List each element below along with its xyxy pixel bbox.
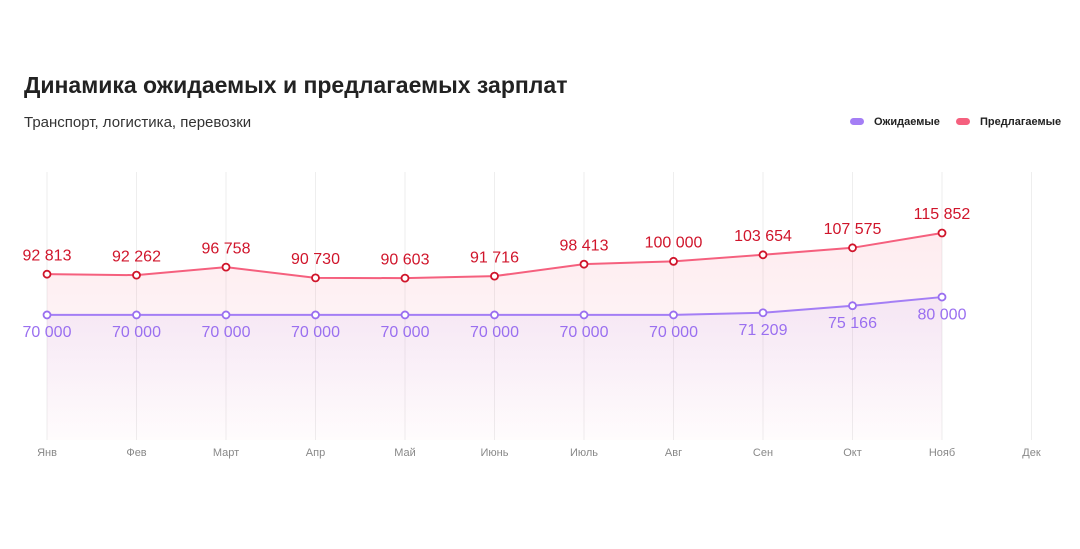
value-label: 70 000	[560, 324, 609, 341]
value-label: 107 575	[824, 221, 882, 238]
x-tick-label: Май	[394, 447, 416, 459]
point	[848, 243, 857, 253]
value-label: 71 209	[739, 322, 788, 339]
value-label: 80 000	[918, 306, 967, 323]
value-label: 70 000	[470, 324, 519, 341]
point	[400, 310, 410, 320]
value-label: 70 000	[291, 324, 340, 341]
point	[400, 273, 410, 283]
x-tick-label: Сен	[753, 447, 773, 459]
value-label: 75 166	[828, 315, 877, 332]
chart-subtitle: Транспорт, логистика, перевозки	[24, 114, 251, 131]
point	[490, 310, 499, 320]
value-label: 91 716	[470, 249, 519, 266]
x-tick-label: Июнь	[481, 447, 509, 459]
point	[42, 269, 52, 279]
point	[311, 310, 320, 320]
value-label: 98 413	[560, 237, 609, 254]
value-label: 92 262	[112, 248, 161, 265]
chart-title: Динамика ожидаемых и предлагаемых зарпла…	[24, 72, 567, 98]
point	[758, 308, 768, 318]
legend-swatch	[956, 118, 970, 125]
point	[579, 310, 589, 320]
value-label: 100 000	[645, 235, 703, 252]
point	[579, 259, 589, 269]
x-tick-label: Авг	[665, 447, 682, 459]
x-tick-label: Июль	[570, 447, 598, 459]
value-label: 70 000	[202, 324, 251, 341]
value-label: 90 603	[381, 251, 430, 268]
value-label: 70 000	[112, 324, 161, 341]
point	[132, 310, 141, 320]
point	[669, 256, 678, 266]
value-label: 70 000	[23, 324, 72, 341]
point	[669, 310, 678, 320]
value-label: 92 813	[23, 247, 72, 264]
point	[311, 273, 320, 283]
x-tick-label: Март	[213, 447, 239, 459]
value-label: 103 654	[734, 228, 792, 245]
x-tick-label: Апр	[306, 447, 325, 459]
legend-label: Предлагаемые	[980, 116, 1061, 128]
x-tick-label: Нояб	[929, 447, 955, 459]
x-tick-label: Дек	[1022, 447, 1041, 459]
value-label: 90 730	[291, 251, 340, 268]
area	[47, 297, 942, 440]
point	[937, 292, 947, 302]
value-label: 115 852	[914, 206, 971, 223]
point	[937, 228, 947, 238]
point	[42, 310, 52, 320]
value-label: 70 000	[649, 324, 698, 341]
x-tick-label: Фев	[126, 447, 146, 459]
value-label: 70 000	[381, 324, 430, 341]
point	[132, 270, 141, 280]
point	[758, 250, 768, 260]
x-tick-label: Окт	[843, 447, 862, 459]
legend-swatch	[850, 118, 864, 125]
point	[221, 310, 231, 320]
point	[848, 301, 857, 311]
x-tick-label: Янв	[37, 447, 57, 459]
value-label: 96 758	[202, 240, 251, 257]
legend-label: Ожидаемые	[874, 116, 940, 128]
point	[490, 271, 499, 281]
point	[221, 262, 231, 272]
